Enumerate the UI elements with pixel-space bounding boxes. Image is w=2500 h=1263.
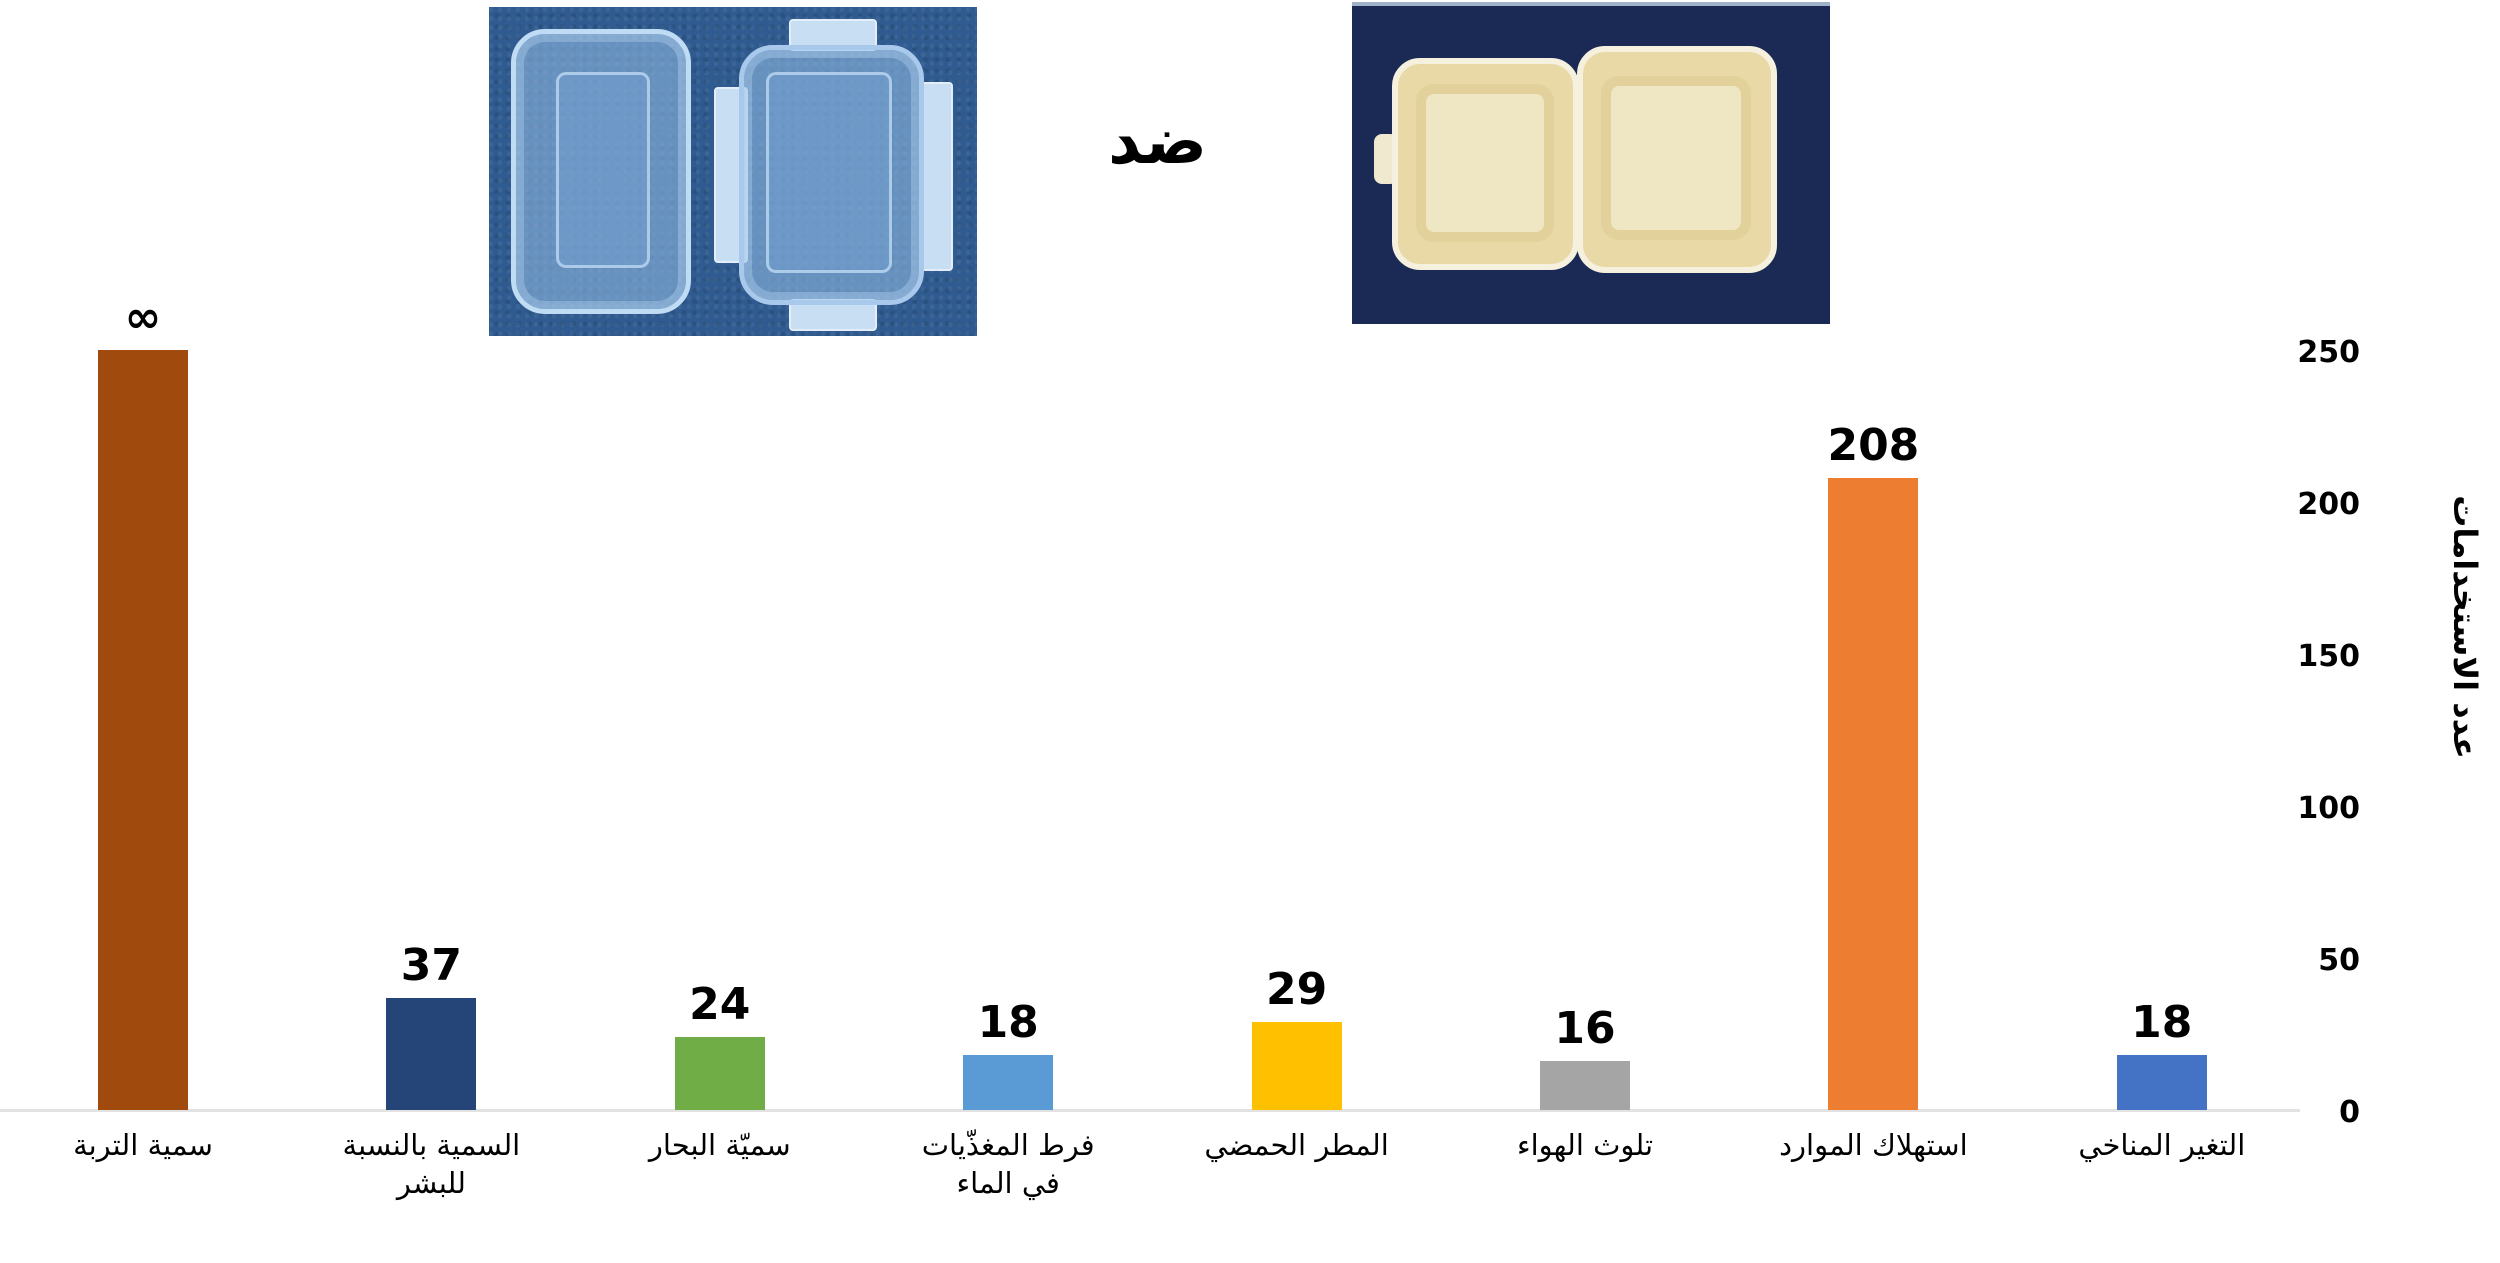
foam-box-left-half <box>1392 58 1579 270</box>
plastic-container-body <box>511 29 691 314</box>
plastic-container-inner <box>556 72 650 268</box>
category-label-line: المطر الحمضي <box>1204 1128 1389 1162</box>
category-label-line: فرط المغذّيات <box>921 1128 1095 1162</box>
bar-air-pollution <box>1540 1061 1630 1110</box>
foam-box-photo <box>1352 2 1830 324</box>
y-tick-label: 250 <box>2297 335 2360 370</box>
category-label-line: تلوث الهواء <box>1516 1128 1654 1162</box>
category-label-line: استهلاك الموارد <box>1779 1128 1968 1162</box>
versus-label: ضد <box>1108 105 1207 179</box>
y-tick-label: 50 <box>2318 943 2360 978</box>
category-label: سمية التربة <box>13 1126 273 1164</box>
bar-value-label: 18 <box>977 997 1039 1049</box>
bar-value-label: 18 <box>2131 997 2193 1049</box>
x-axis-line <box>0 1109 2300 1112</box>
plastic-lid-inner <box>766 72 892 273</box>
category-label-line: سميّة البحار <box>648 1128 791 1162</box>
bar-climate-change <box>2116 1055 2207 1110</box>
y-tick-label: 100 <box>2297 791 2360 826</box>
foam-left-cavity <box>1426 94 1544 232</box>
bar-value-label: 37 <box>400 939 462 991</box>
bar-resource-depletion <box>1828 477 1919 1110</box>
category-label: سميّة البحار <box>590 1126 850 1164</box>
y-tick-label: 150 <box>2297 639 2360 674</box>
y-tick-label: 0 <box>2339 1095 2360 1130</box>
bar-value-label: 29 <box>1265 963 1328 1015</box>
category-label-line: التغير المناخي <box>2078 1128 2246 1162</box>
foam-box-right-half <box>1577 46 1777 273</box>
plastic-containers-photo <box>489 7 977 336</box>
y-tick-label: 200 <box>2297 487 2360 522</box>
bar-human-toxicity <box>386 997 477 1110</box>
category-label-line: للبشر <box>396 1166 466 1200</box>
category-label: المطر الحمضي <box>1167 1126 1427 1164</box>
category-label: فرط المغذّيات في الماء <box>878 1126 1138 1202</box>
lid-clip-right <box>921 82 953 271</box>
bar-soil-toxicity <box>98 350 188 1110</box>
bar-freshwater-eutrophication <box>963 1055 1054 1110</box>
category-label: تلوث الهواء <box>1455 1126 1715 1164</box>
category-label: السمية بالنسبة للبشر <box>301 1126 561 1202</box>
plastic-lid <box>739 45 924 305</box>
category-label: استهلاك الموارد <box>1743 1126 2003 1164</box>
category-label: التغير المناخي <box>2032 1126 2292 1164</box>
bar-acid-rain <box>1251 1021 1342 1110</box>
category-label-line: سمية التربة <box>73 1128 213 1162</box>
bar-value-label: 208 <box>1827 419 1920 471</box>
bar-value-label: 24 <box>689 979 751 1031</box>
y-axis-title: عدد الاستخدامات <box>2446 495 2484 759</box>
foam-right-cavity <box>1611 86 1741 230</box>
category-label-line: السمية بالنسبة <box>342 1128 521 1162</box>
bar-value-label: ∞ <box>124 292 162 343</box>
bar-value-label: 16 <box>1554 1003 1616 1055</box>
bar-marine-toxicity <box>674 1037 765 1110</box>
category-label-line: في الماء <box>956 1166 1060 1200</box>
